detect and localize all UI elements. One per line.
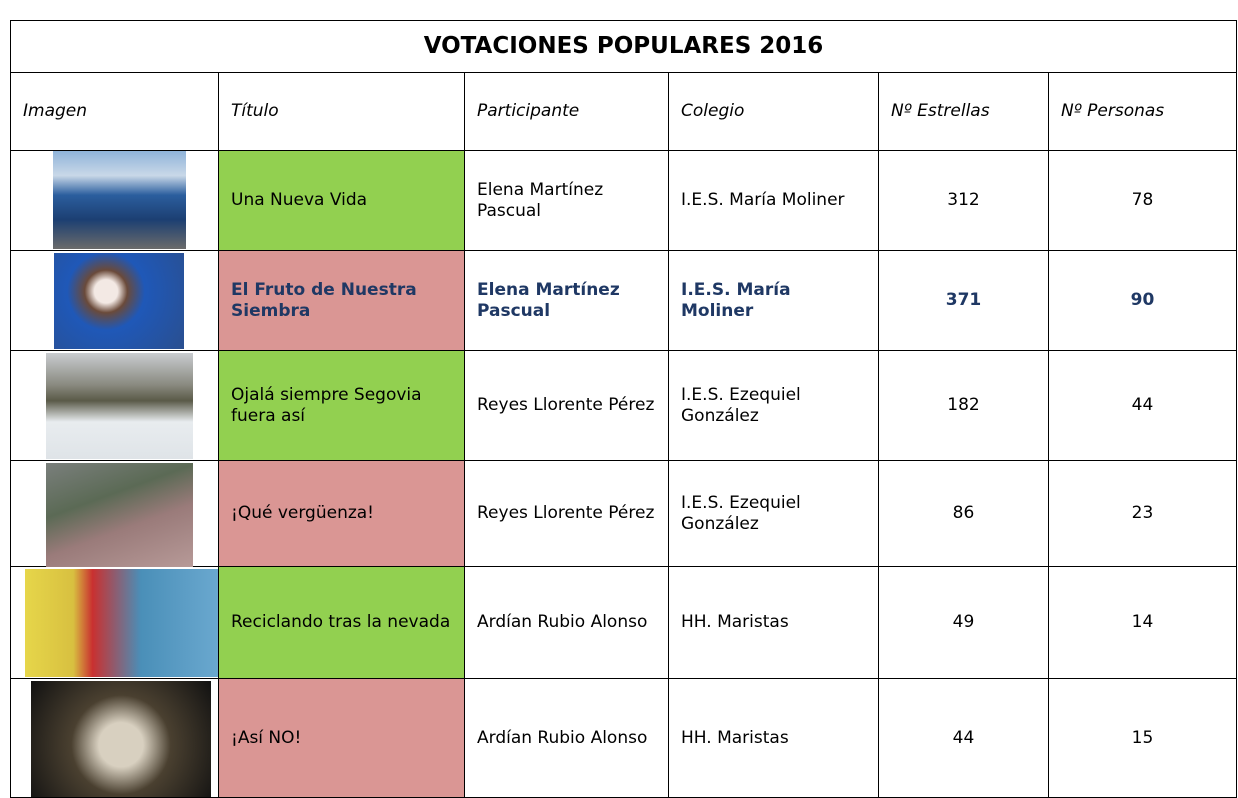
people: 44 [1049,351,1237,461]
image-cell [11,567,219,679]
school: I.E.S. María Moliner [669,151,879,251]
people: 14 [1049,567,1237,679]
stars: 312 [879,151,1049,251]
column-header: Imagen [11,73,219,151]
school: I.E.S. María Moliner [669,251,879,351]
stars: 182 [879,351,1049,461]
participant: Elena Martínez Pascual [465,251,669,351]
column-header: Participante [465,73,669,151]
photo [46,463,193,567]
photo [46,353,193,459]
stars: 371 [879,251,1049,351]
photo [25,569,218,677]
photo [31,681,211,797]
stars: 86 [879,461,1049,567]
image-cell [11,251,219,351]
people: 23 [1049,461,1237,567]
school: I.E.S. Ezequiel González [669,461,879,567]
photo-title: Una Nueva Vida [219,151,465,251]
people: 15 [1049,679,1237,798]
column-header: Colegio [669,73,879,151]
stars: 49 [879,567,1049,679]
people: 78 [1049,151,1237,251]
photo-title: El Fruto de Nuestra Siembra [219,251,465,351]
school: HH. Maristas [669,679,879,798]
column-header: Nº Estrellas [879,73,1049,151]
participant: Elena Martínez Pascual [465,151,669,251]
photo-title: ¡Así NO! [219,679,465,798]
participant: Reyes Llorente Pérez [465,461,669,567]
table-title: VOTACIONES POPULARES 2016 [11,21,1237,73]
page: {"header": {"title": "VOTACIONES POPULAR… [0,0,1238,796]
school: HH. Maristas [669,567,879,679]
participant: Ardían Rubio Alonso [465,679,669,798]
image-cell [11,151,219,251]
image-cell [11,679,219,798]
participant: Ardían Rubio Alonso [465,567,669,679]
column-header: Título [219,73,465,151]
photo-title: Reciclando tras la nevada [219,567,465,679]
photo-title: Ojalá siempre Segovia fuera así [219,351,465,461]
people: 90 [1049,251,1237,351]
stars: 44 [879,679,1049,798]
column-header: Nº Personas [1049,73,1237,151]
image-cell [11,461,219,567]
image-cell [11,351,219,461]
participant: Reyes Llorente Pérez [465,351,669,461]
photo-title: ¡Qué vergüenza! [219,461,465,567]
school: I.E.S. Ezequiel González [669,351,879,461]
photo [54,253,184,349]
photo [53,151,186,249]
